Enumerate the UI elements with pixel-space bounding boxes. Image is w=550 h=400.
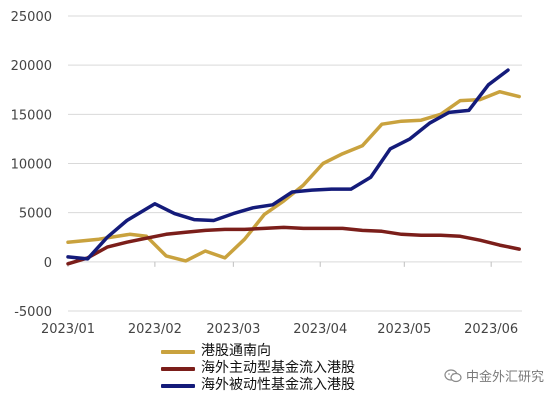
- legend-label: 港股通南向: [201, 343, 271, 359]
- y-tick-label: -5000: [14, 305, 52, 320]
- series-lines: [66, 68, 521, 266]
- x-tick-label: 2023/05: [377, 322, 431, 337]
- legend-item-passive-funds: 海外被动性基金流入港股: [161, 377, 355, 394]
- legend: 港股通南向 海外主动型基金流入港股 海外被动性基金流入港股: [161, 343, 355, 394]
- x-tick-label: 2023/06: [464, 322, 518, 337]
- legend-item-active-funds: 海外主动型基金流入港股: [161, 360, 355, 377]
- series-line-1: [66, 89, 521, 263]
- y-tick-label: 15000: [11, 108, 52, 123]
- y-tick-label: 20000: [11, 59, 52, 74]
- x-tick-label: 2023/04: [293, 322, 347, 337]
- y-tick-label: 25000: [11, 10, 52, 25]
- series-line-2: [66, 225, 521, 266]
- x-tick-labels: 2023/01 2023/02 2023/03 2023/04 2023/05 2023/…: [41, 261, 518, 337]
- wechat-icon: [444, 368, 462, 382]
- grid-lines: [68, 15, 522, 312]
- x-tick-label: 2023/01: [41, 322, 95, 337]
- x-tick-label: 2023/03: [206, 322, 260, 337]
- y-tick-label: 5000: [19, 207, 52, 222]
- legend-swatch: [161, 383, 195, 388]
- y-tick-label: 0: [44, 256, 52, 271]
- legend-swatch: [161, 349, 195, 354]
- legend-item-southbound: 港股通南向: [161, 343, 355, 360]
- y-tick-label: 10000: [11, 158, 52, 173]
- legend-label: 海外被动性基金流入港股: [201, 377, 355, 393]
- legend-swatch: [161, 366, 195, 371]
- watermark: 中金外汇研究: [444, 366, 544, 385]
- x-tick-label: 2023/02: [128, 322, 182, 337]
- series-line-3: [66, 68, 510, 261]
- watermark-text: 中金外汇研究: [465, 370, 544, 385]
- y-tick-labels: -5000 0 5000 10000 15000 20000 25000: [11, 10, 52, 320]
- legend-label: 海外主动型基金流入港股: [201, 360, 355, 376]
